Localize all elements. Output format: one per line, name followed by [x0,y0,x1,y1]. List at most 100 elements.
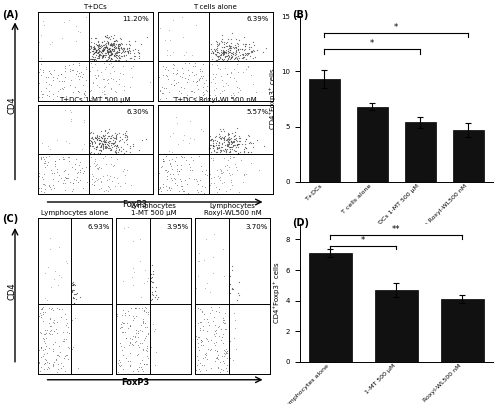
Point [167,80,175,87]
Point [233,297,241,303]
Point [206,289,214,296]
Point [96,48,104,54]
Point [61,106,69,113]
Point [230,142,238,148]
Point [139,318,147,325]
Point [112,52,120,58]
Point [148,297,156,303]
Point [204,338,212,345]
Point [100,47,108,53]
Point [82,66,90,72]
Point [138,366,146,372]
Point [114,54,122,61]
Point [96,128,104,134]
Point [127,304,135,311]
Point [122,48,130,54]
Point [91,156,99,162]
Point [42,160,50,166]
Point [96,42,104,49]
Point [43,162,51,168]
Point [224,137,232,143]
Point [123,167,131,173]
Point [106,185,114,192]
Point [188,69,196,76]
Point [74,70,82,76]
Point [37,61,45,67]
Point [224,142,232,149]
Point [106,48,114,54]
Point [229,143,237,149]
Point [146,274,154,281]
Point [56,348,64,355]
Point [91,49,99,55]
Point [237,157,245,163]
Point [216,174,224,180]
Point [44,305,52,311]
Point [68,89,76,96]
Point [207,136,215,143]
Point [158,164,166,170]
Point [124,48,132,55]
Point [228,284,236,291]
Point [90,158,98,165]
Point [38,155,46,162]
Point [216,50,224,57]
Point [102,143,110,149]
Point [219,315,227,321]
Point [220,44,228,50]
Point [40,181,48,187]
Point [104,39,112,46]
Point [217,49,225,56]
Point [226,155,234,161]
Point [86,137,94,143]
Point [49,347,57,354]
Point [45,183,53,189]
Text: 11.20%: 11.20% [122,16,149,22]
Point [90,72,98,79]
Point [234,141,242,147]
Point [92,55,100,61]
Point [248,55,256,62]
Point [108,56,116,62]
Point [54,352,62,359]
Point [220,56,228,62]
Point [48,170,56,176]
Point [96,49,104,56]
Point [42,327,50,333]
Point [112,40,120,47]
Point [68,286,76,293]
Point [240,151,248,157]
Point [174,188,182,194]
Point [123,46,131,52]
Point [86,58,94,64]
Point [219,317,227,323]
Point [98,49,106,56]
Bar [356,107,388,182]
Point [68,118,76,124]
Point [186,167,194,174]
Point [212,149,220,156]
Point [194,76,202,82]
Point [100,53,108,60]
Point [112,145,120,152]
Point [54,72,62,78]
Point [216,54,224,61]
Point [88,139,96,145]
Point [60,78,68,84]
Point [106,137,114,144]
Point [90,50,98,56]
Point [192,70,200,77]
Point [80,185,88,192]
Point [120,87,128,94]
Point [242,144,250,151]
Point [106,173,114,179]
Point [50,66,58,73]
Point [95,53,103,59]
Point [230,55,238,62]
Point [226,149,234,155]
Point [82,63,90,70]
Point [86,42,94,49]
Point [148,321,156,327]
Point [112,149,120,156]
Point [94,186,102,192]
